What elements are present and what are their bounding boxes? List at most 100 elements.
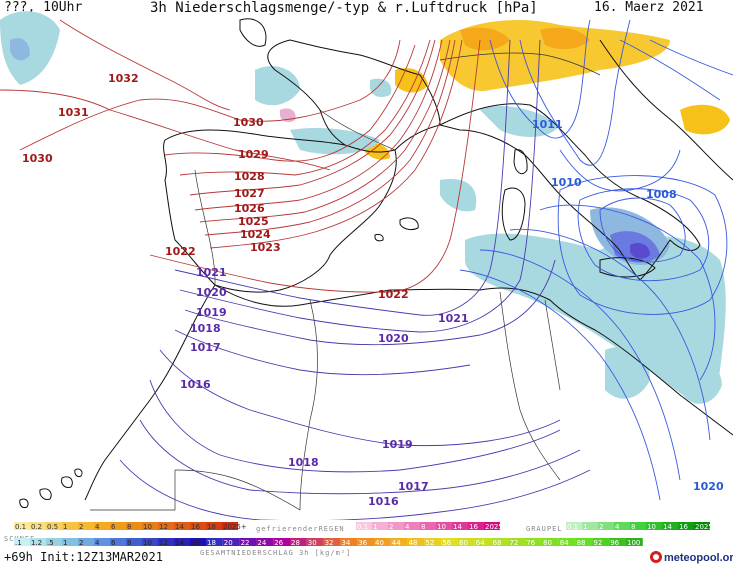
total-precip-title: GESAMTNIEDERSCHLAG 3h [kg/m²] [200, 549, 351, 557]
legend-swatch [78, 522, 94, 530]
isobar-label: 1025 [238, 215, 269, 228]
legend-value: 30 [308, 539, 317, 547]
legend-swatch [420, 522, 436, 530]
legend-swatch [62, 538, 78, 546]
legend-swatch [592, 538, 610, 546]
legend-value: 0.1 [357, 523, 368, 531]
map-date: 16. Maerz 2021 [594, 0, 704, 15]
isobar-label: 1030 [22, 152, 53, 165]
legend-value: 0.1 [15, 523, 26, 531]
isobar-label: 1022 [165, 245, 196, 258]
header-run-info: ???, 10Uhr [4, 0, 83, 15]
isobar-label: 1020 [378, 332, 409, 345]
legend-swatch [372, 522, 388, 530]
legend-swatch [388, 522, 404, 530]
legend-swatch [110, 522, 126, 530]
legend-value: 76 [526, 539, 535, 547]
isobar-label: 1018 [190, 322, 221, 335]
legend-value: 14 [663, 523, 672, 531]
isobar-label: 1032 [108, 72, 139, 85]
legend-value: 2025+ [695, 523, 719, 531]
isobar-label: 1021 [196, 266, 227, 279]
legend-swatch [239, 538, 257, 546]
legend-value: 88 [577, 539, 586, 547]
legend-swatch [273, 538, 290, 546]
legend-swatch [390, 538, 408, 546]
legend-value: 1 [373, 523, 377, 531]
isobar-label: 1019 [382, 438, 413, 451]
legend-value: 0.1 [567, 523, 578, 531]
legend-value: 1 [63, 523, 67, 531]
legend-value: 16 [469, 523, 478, 531]
legend-swatch [626, 538, 643, 546]
legend-value: 96 [610, 539, 619, 547]
legend-swatch [468, 522, 484, 530]
legend-swatch [14, 538, 30, 546]
legend-value: 8 [127, 523, 131, 531]
run-info-footer: +69h Init:12Z13MAR2021 [4, 550, 163, 564]
legend-value: 36 [358, 539, 367, 547]
legend-swatch [374, 538, 391, 546]
legend-value: 4 [405, 523, 410, 531]
legend-swatch [407, 538, 425, 546]
isobar-label: 1010 [551, 176, 582, 189]
legend-value: 22 [241, 539, 250, 547]
legend-swatch [508, 538, 526, 546]
legend-value: 4 [95, 523, 100, 531]
legend-swatch [614, 522, 630, 530]
legend-swatch [290, 538, 307, 546]
legend-value: 16 [191, 539, 200, 547]
isobar-label: 1022 [378, 288, 409, 301]
legend-value: 2 [599, 523, 603, 531]
legend-value: 4 [95, 539, 100, 547]
legend-swatch [474, 538, 492, 546]
legend-value: 4 [615, 523, 620, 531]
legend-swatch [158, 538, 174, 546]
legend-value: 84 [560, 539, 569, 547]
legend-swatch [78, 538, 94, 546]
isobar-label: 1008 [646, 188, 677, 201]
isobar-label: 1021 [438, 312, 469, 325]
legend-value: .5 [47, 539, 54, 547]
freezing-rain-scale: 0.1 1 2 4 8 10 14 16 2025+ [356, 522, 509, 531]
isobar-label: 1029 [238, 148, 269, 161]
legend-value: 34 [341, 539, 350, 547]
legend-value: 10 [647, 523, 656, 531]
legend-value: 8 [127, 539, 131, 547]
legend-value: 68 [493, 539, 502, 547]
legend-swatch [158, 522, 174, 530]
legend-swatch [174, 522, 190, 530]
legend-value: 10 [143, 523, 152, 531]
legend-swatch [424, 538, 442, 546]
legend-swatch [436, 522, 452, 530]
legend-swatch [630, 522, 646, 530]
isobar-label: 1017 [398, 480, 429, 493]
legend-swatch [441, 538, 458, 546]
legend-swatch [558, 538, 576, 546]
legend-swatch [609, 538, 626, 546]
legend-swatch [30, 538, 46, 546]
legend-value: 18 [207, 539, 216, 547]
map-title: 3h Niederschlagsmenge/-typ & r.Luftdruck… [150, 0, 538, 16]
legend-value: 18 [207, 523, 216, 531]
legend-swatch [46, 522, 62, 530]
isobar-label: 1030 [233, 116, 264, 129]
graupel-title: GRAUPEL [526, 525, 563, 533]
isobar-label: 1019 [196, 306, 227, 319]
freezing-rain-title: gefrierenderREGEN [256, 525, 345, 533]
legend-swatch [206, 522, 222, 530]
legend-value: 56 [442, 539, 451, 547]
legend-value: 2 [79, 539, 83, 547]
graupel-scale: 0.1 1 2 4 8 10 14 16 2025+ [566, 522, 719, 531]
legend-swatch [404, 522, 420, 530]
legend-swatch [142, 522, 158, 530]
legend-swatch [582, 522, 598, 530]
legend-swatch [222, 538, 240, 546]
snow-scale-bottom: .1 1.2.5 1 2 4 6 8 10 12 14 16 [14, 538, 206, 547]
legend-value: 1 [63, 539, 67, 547]
legend-value: 80 [543, 539, 552, 547]
legend-swatch [458, 538, 475, 546]
legend-swatch [491, 538, 509, 546]
legend-swatch [662, 522, 678, 530]
